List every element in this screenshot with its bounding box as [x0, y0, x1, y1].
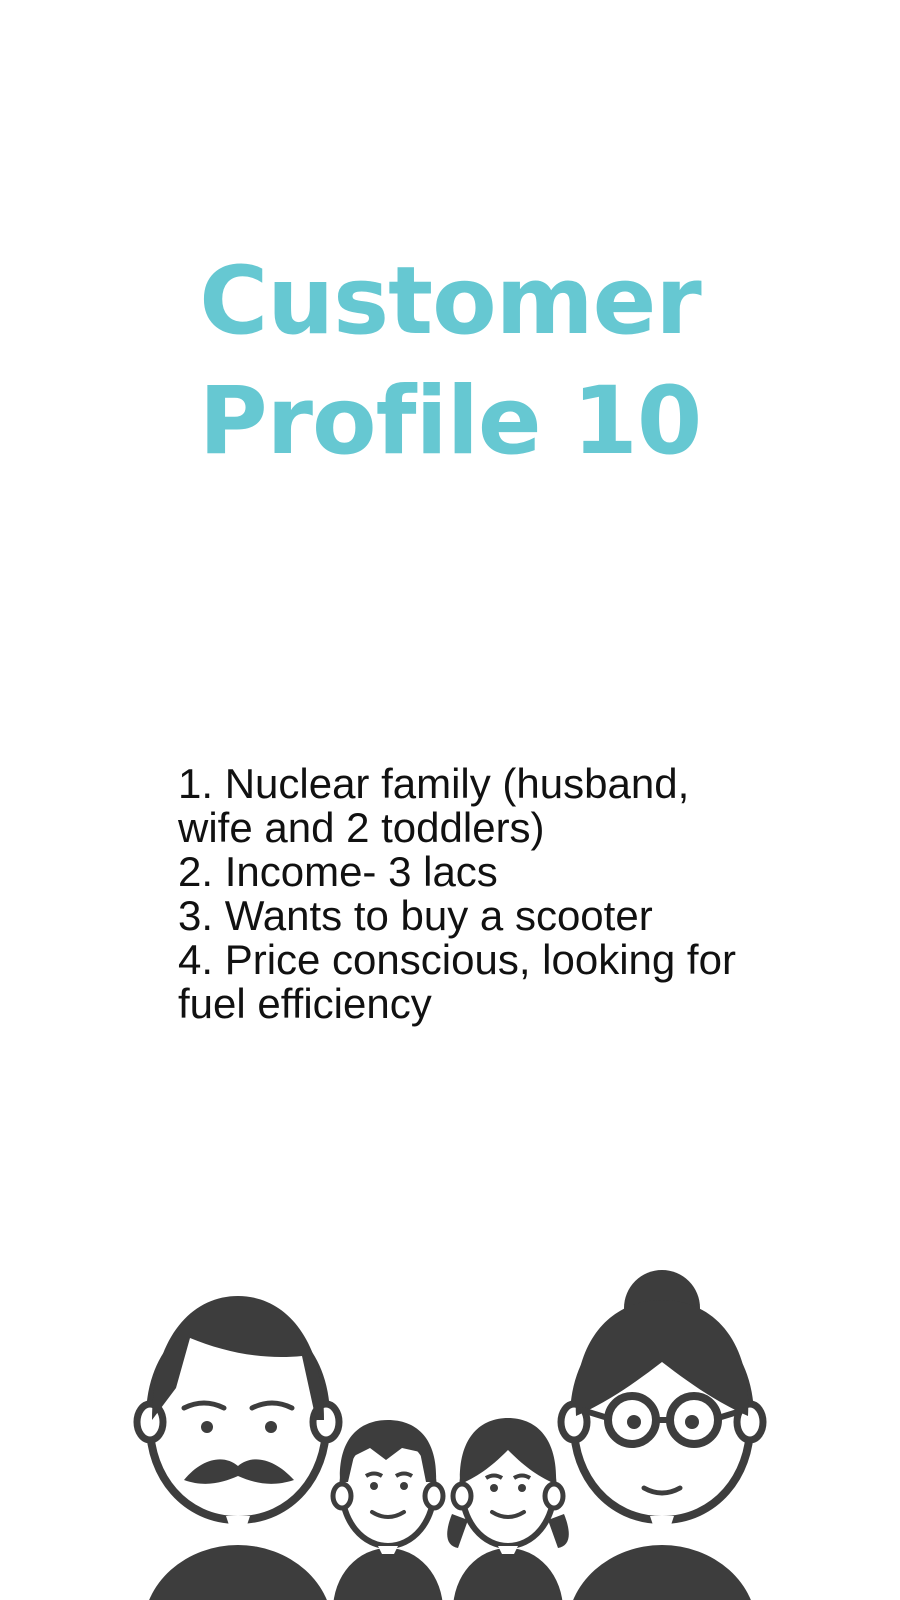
page-title: Customer Profile 10	[0, 242, 900, 482]
profile-point-income: 2. Income- 3 lacs	[178, 848, 498, 895]
profile-point-family: 1. Nuclear family (husband, wife and 2 t…	[178, 760, 690, 851]
title-line-1: Customer	[199, 247, 701, 356]
profile-point-price: 4. Price conscious, looking for fuel eff…	[178, 936, 736, 1027]
girl-figure	[447, 1418, 569, 1600]
profile-point-purchase: 3. Wants to buy a scooter	[178, 892, 653, 939]
father-figure	[133, 1296, 343, 1600]
boy-figure	[330, 1420, 446, 1600]
mother-figure	[557, 1270, 767, 1600]
title-line-2: Profile 10	[198, 367, 702, 476]
family-icon	[133, 1270, 767, 1600]
profile-details-list: 1. Nuclear family (husband, wife and 2 t…	[178, 762, 758, 1026]
